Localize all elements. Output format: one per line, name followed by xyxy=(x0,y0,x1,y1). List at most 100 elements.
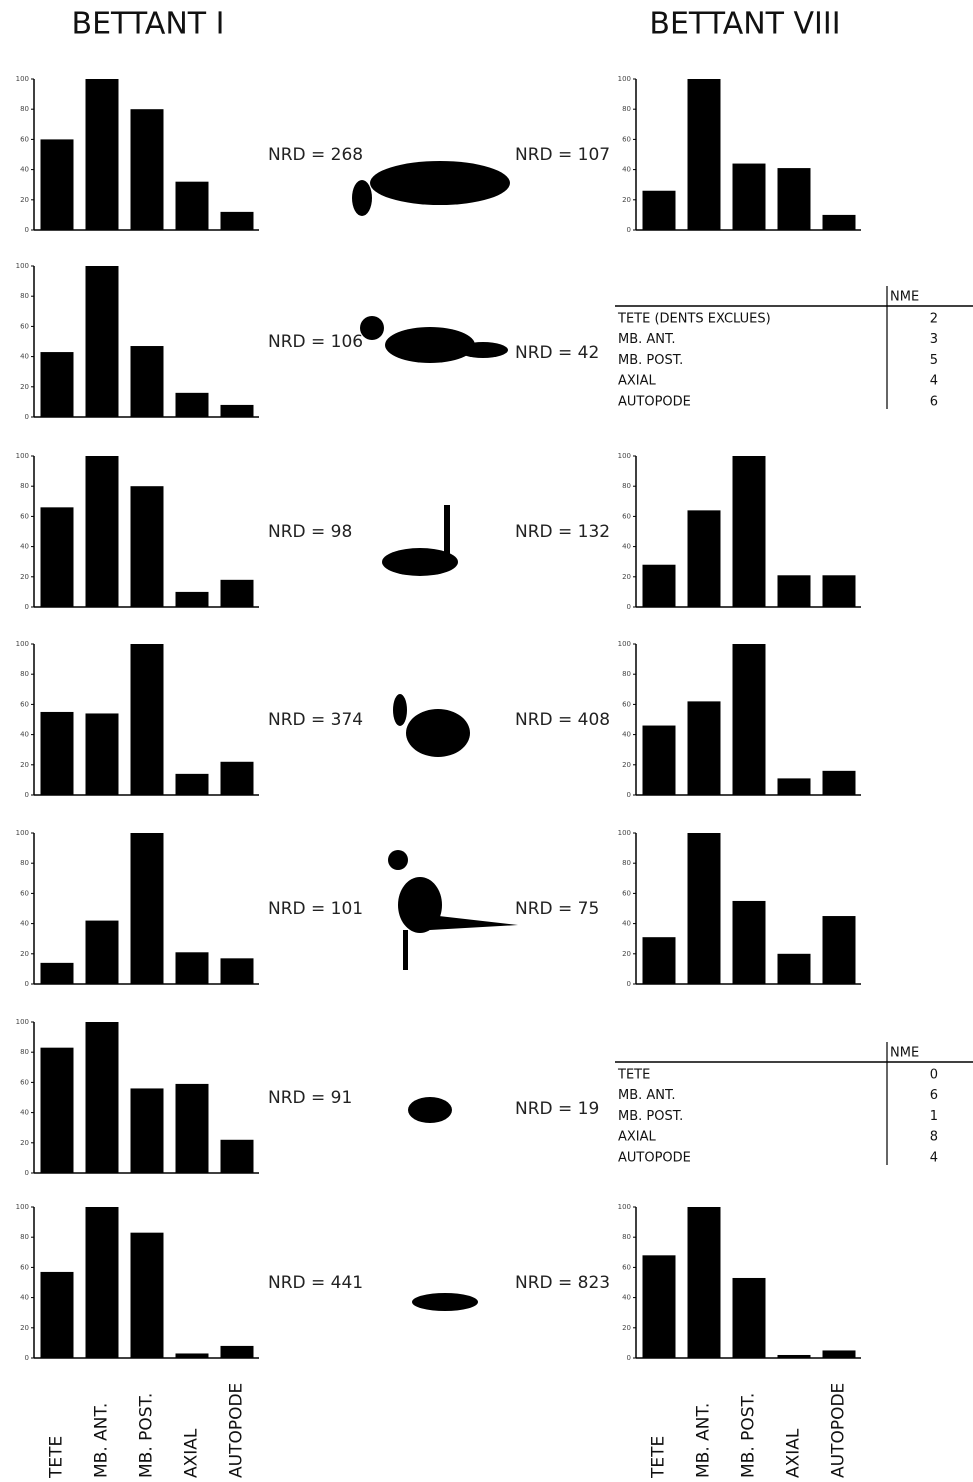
y-tick-label: 80 xyxy=(20,292,29,300)
y-tick-label: 100 xyxy=(16,452,29,460)
silhouettes xyxy=(352,161,518,1311)
table-cell: AUTOPODE xyxy=(618,394,691,409)
y-tick-label: 80 xyxy=(20,1048,29,1056)
y-tick-label: 80 xyxy=(20,670,29,678)
bar xyxy=(642,937,676,984)
bar xyxy=(822,1350,856,1358)
bar xyxy=(130,486,164,607)
bar xyxy=(220,761,254,795)
fox-head xyxy=(360,316,384,340)
bar xyxy=(130,1088,164,1173)
nrd-label: NRD = 408 xyxy=(515,710,610,730)
y-tick-label: 40 xyxy=(20,731,29,739)
bar xyxy=(220,1139,254,1173)
y-tick-label: 40 xyxy=(20,543,29,551)
table-cell: MB. ANT. xyxy=(618,332,676,347)
bar xyxy=(85,1207,119,1358)
y-tick-label: 60 xyxy=(20,889,29,897)
y-tick-label: 100 xyxy=(16,640,29,648)
bar xyxy=(85,1022,119,1173)
y-tick-label: 20 xyxy=(622,196,631,204)
nrd-label: NRD = 19 xyxy=(515,1099,599,1119)
bar xyxy=(642,190,676,230)
bar xyxy=(220,958,254,984)
table-cell: MB. ANT. xyxy=(618,1088,676,1103)
y-tick-label: 80 xyxy=(622,105,631,113)
table-cell: 6 xyxy=(930,1088,938,1103)
bird-tail xyxy=(430,915,518,930)
bar xyxy=(175,591,209,607)
y-tick-label: 80 xyxy=(622,1233,631,1241)
nrd-label: NRD = 101 xyxy=(268,899,363,919)
y-tick-label: 0 xyxy=(25,1354,29,1362)
y-tick-label: 20 xyxy=(622,761,631,769)
y-tick-label: 0 xyxy=(25,791,29,799)
y-tick-label: 80 xyxy=(20,859,29,867)
y-tick-label: 0 xyxy=(25,980,29,988)
y-tick-label: 20 xyxy=(622,573,631,581)
rabbit-ear xyxy=(393,694,407,726)
small-bird-icon xyxy=(408,1097,452,1123)
bar xyxy=(175,1083,209,1173)
bar xyxy=(822,214,856,230)
bar xyxy=(175,1353,209,1358)
table-cell: AUTOPODE xyxy=(618,1150,691,1165)
bar xyxy=(85,713,119,795)
bar xyxy=(687,510,721,607)
bar xyxy=(687,1207,721,1358)
y-tick-label: 60 xyxy=(20,512,29,520)
bar xyxy=(822,916,856,984)
table-cell: 0 xyxy=(930,1068,938,1083)
bar xyxy=(220,1345,254,1358)
bar xyxy=(85,456,119,607)
bar xyxy=(777,575,811,607)
bar xyxy=(822,575,856,607)
bar xyxy=(732,644,766,795)
mole-icon xyxy=(412,1293,478,1311)
y-tick-label: 0 xyxy=(627,980,631,988)
bar xyxy=(40,1047,74,1173)
y-tick-label: 40 xyxy=(20,920,29,928)
bar xyxy=(40,352,74,417)
badger-tail xyxy=(352,180,372,216)
y-tick-label: 60 xyxy=(622,512,631,520)
y-tick-label: 20 xyxy=(20,1324,29,1332)
bar xyxy=(777,778,811,795)
nrd-label: NRD = 91 xyxy=(268,1088,352,1108)
table-cell: MB. POST. xyxy=(618,1109,683,1124)
bar xyxy=(687,701,721,795)
nrd-label: NRD = 374 xyxy=(268,710,363,730)
nrd-label: NRD = 107 xyxy=(515,145,610,165)
bar xyxy=(40,962,74,984)
column-title: BETTANT I xyxy=(71,7,224,42)
table-cell: AXIAL xyxy=(618,1130,657,1145)
y-tick-label: 100 xyxy=(16,1203,29,1211)
badger-icon xyxy=(370,161,510,205)
y-tick-label: 40 xyxy=(622,543,631,551)
y-tick-label: 20 xyxy=(20,196,29,204)
bird-head xyxy=(388,850,408,870)
y-tick-label: 60 xyxy=(20,135,29,143)
nrd-label: NRD = 75 xyxy=(515,899,599,919)
bar xyxy=(85,920,119,984)
cat-tail xyxy=(444,505,450,560)
y-tick-label: 0 xyxy=(627,1354,631,1362)
y-tick-label: 60 xyxy=(20,1078,29,1086)
table-cell: AXIAL xyxy=(618,374,657,389)
table-cell: 4 xyxy=(930,374,938,389)
bar xyxy=(732,900,766,984)
y-tick-label: 100 xyxy=(16,1018,29,1026)
nrd-label: NRD = 98 xyxy=(268,522,352,542)
y-tick-label: 100 xyxy=(618,1203,631,1211)
y-tick-label: 0 xyxy=(25,1169,29,1177)
nrd-label: NRD = 823 xyxy=(515,1273,610,1293)
bar xyxy=(130,644,164,795)
y-tick-label: 100 xyxy=(16,262,29,270)
y-tick-label: 0 xyxy=(25,603,29,611)
y-tick-label: 60 xyxy=(622,1263,631,1271)
bar xyxy=(40,711,74,795)
bar xyxy=(642,725,676,795)
table-cell: TETE (DENTS EXCLUES) xyxy=(617,312,771,327)
x-tick-label: AXIAL xyxy=(784,1428,804,1478)
